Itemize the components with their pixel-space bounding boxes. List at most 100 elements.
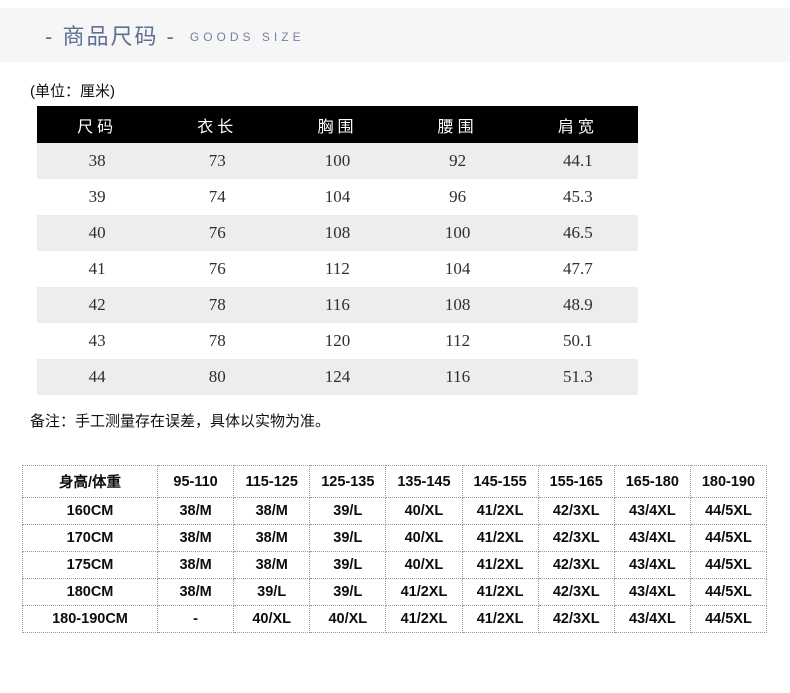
table-cell: 112 xyxy=(325,259,350,278)
fit-table-header-row: 身高/体重 95-110 115-125 125-135 135-145 145-155 1… xyxy=(22,465,768,498)
table-cell: 38/M xyxy=(156,497,235,525)
table-cell: 124 xyxy=(324,367,351,386)
table-cell: 44/5XL xyxy=(689,497,768,525)
table-cell: 76 xyxy=(208,223,226,242)
table-cell: 42/3XL xyxy=(537,578,615,606)
table-cell: 39/L xyxy=(309,578,387,606)
table-cell: 51.3 xyxy=(563,367,593,386)
table-cell: 40/XL xyxy=(309,605,387,633)
table-cell: 41 xyxy=(88,259,106,278)
table-cell: 104 xyxy=(444,259,471,278)
table-cell: 38 xyxy=(88,151,106,170)
column-header-cell: 135-145 xyxy=(385,465,463,498)
fit-table-head: 身高/体重 95-110 115-125 125-135 135-145 145-155 1… xyxy=(22,465,768,498)
column-header-cell: 尺码 xyxy=(77,118,118,136)
table-cell: 39/L xyxy=(309,497,387,525)
column-header-cell: 165-180 xyxy=(613,465,691,498)
table-cell: 38/M xyxy=(156,551,235,579)
table-row: 42 78 116 108 48.9 xyxy=(37,287,638,323)
unit-label: (单位：厘米) xyxy=(30,83,115,100)
table-cell: 160CM xyxy=(22,497,158,525)
table-cell: 38/M xyxy=(156,524,235,552)
table-cell: 170CM xyxy=(22,524,158,552)
table-cell: 43 xyxy=(88,331,106,350)
section-header: - 商品尺码 - GOODS SIZE xyxy=(0,8,790,62)
table-cell: 43/4XL xyxy=(613,551,691,579)
table-cell: 39/L xyxy=(233,578,311,606)
column-header-cell: 155-165 xyxy=(537,465,615,498)
table-cell: 38/M xyxy=(233,524,311,552)
table-cell: 45.3 xyxy=(563,187,593,206)
table-cell: 41/2XL xyxy=(461,497,539,525)
table-cell: 42/3XL xyxy=(537,605,615,633)
table-cell: 38/M xyxy=(233,497,311,525)
table-cell: 76 xyxy=(208,259,226,278)
section-title-en: GOODS SIZE xyxy=(189,30,305,44)
table-cell: 100 xyxy=(324,151,351,170)
table-cell: 44/5XL xyxy=(689,605,768,633)
table-cell: 112 xyxy=(445,331,471,350)
column-header-cell: 肩宽 xyxy=(557,118,598,136)
table-cell: 39/L xyxy=(309,524,387,552)
size-table-header-row: 尺码 衣长 胸围 腰围 肩宽 xyxy=(37,106,638,143)
column-header-cell: 胸围 xyxy=(317,118,358,136)
table-cell: 44 xyxy=(88,367,106,386)
size-table-head: 尺码 衣长 胸围 腰围 肩宽 xyxy=(37,106,638,143)
table-row: 160CM 38/M 38/M 39/L 40/XL 41/2XL 42/3XL 43/4XL… xyxy=(22,497,768,525)
table-cell: 41/2XL xyxy=(461,578,539,606)
size-table-body: 38 73 100 92 44.1 39 74 104 96 45.3 40 76 108 100 46.5… xyxy=(37,143,638,395)
table-cell: 41/2XL xyxy=(385,578,463,606)
table-row: 38 73 100 92 44.1 xyxy=(37,143,638,179)
table-cell: 50.1 xyxy=(563,331,593,350)
column-header-cell: 125-135 xyxy=(309,465,387,498)
table-cell: 43/4XL xyxy=(613,605,691,633)
table-cell: 44/5XL xyxy=(689,524,768,552)
table-row: 180CM 38/M 39/L 39/L 41/2XL 41/2XL 42/3XL 43/4X… xyxy=(22,578,768,606)
table-cell: 38/M xyxy=(156,578,235,606)
column-header-cell: 腰围 xyxy=(437,118,478,136)
table-cell: 41/2XL xyxy=(461,605,539,633)
table-cell: 78 xyxy=(208,331,226,350)
table-cell: 43/4XL xyxy=(613,497,691,525)
table-cell: 41/2XL xyxy=(461,524,539,552)
measurement-note: 备注：手工测量存在误差，具体以实物为准。 xyxy=(30,413,331,430)
table-cell: 48.9 xyxy=(563,295,593,314)
table-row: 44 80 124 116 51.3 xyxy=(37,359,638,395)
column-header-cell: 身高/体重 xyxy=(22,465,158,498)
table-cell: 38/M xyxy=(233,551,311,579)
fit-table-body: 160CM 38/M 38/M 39/L 40/XL 41/2XL 42/3XL 43/4XL… xyxy=(22,497,768,633)
table-cell: 108 xyxy=(444,295,471,314)
column-header-cell: 衣长 xyxy=(197,118,238,136)
table-row: 41 76 112 104 47.7 xyxy=(37,251,638,287)
table-row: 39 74 104 96 45.3 xyxy=(37,179,638,215)
table-cell: 40 xyxy=(88,223,106,242)
table-cell: 175CM xyxy=(22,551,158,579)
table-cell: 73 xyxy=(208,151,226,170)
table-cell: 40/XL xyxy=(385,524,463,552)
table-cell: 92 xyxy=(449,151,467,170)
table-cell: 41/2XL xyxy=(385,605,463,633)
table-cell: 42/3XL xyxy=(537,497,615,525)
table-cell: 39/L xyxy=(309,551,387,579)
table-cell: 120 xyxy=(324,331,351,350)
table-cell: 41/2XL xyxy=(461,551,539,579)
table-cell: 116 xyxy=(325,295,350,314)
table-cell: 74 xyxy=(208,187,226,206)
table-cell: 47.7 xyxy=(563,259,593,278)
table-row: 43 78 120 112 50.1 xyxy=(37,323,638,359)
size-table: 尺码 衣长 胸围 腰围 肩宽 38 73 100 92 44.1 39 74 104 96 45.3 40 7… xyxy=(37,106,638,395)
height-weight-table: 身高/体重 95-110 115-125 125-135 135-145 145-155 1… xyxy=(22,465,768,633)
table-cell: 42/3XL xyxy=(537,551,615,579)
table-cell: 40/XL xyxy=(385,497,463,525)
table-cell: 42/3XL xyxy=(537,524,615,552)
table-cell: 44/5XL xyxy=(689,551,768,579)
table-cell: 180-190CM xyxy=(22,605,158,633)
table-cell: 43/4XL xyxy=(613,578,691,606)
table-cell: 78 xyxy=(208,295,226,314)
table-row: 170CM 38/M 38/M 39/L 40/XL 41/2XL 42/3XL 43/4XL… xyxy=(22,524,768,552)
table-row: 180-190CM -40/XL 40/XL 41/2XL 41/2XL 42/3XL 43… xyxy=(22,605,768,633)
table-row: 175CM 38/M 38/M 39/L 40/XL 41/2XL 42/3XL 43/4XL… xyxy=(22,551,768,579)
table-cell: 39 xyxy=(88,187,106,206)
section-title-cn: - 商品尺码 - xyxy=(45,24,176,49)
table-cell: 44/5XL xyxy=(689,578,768,606)
